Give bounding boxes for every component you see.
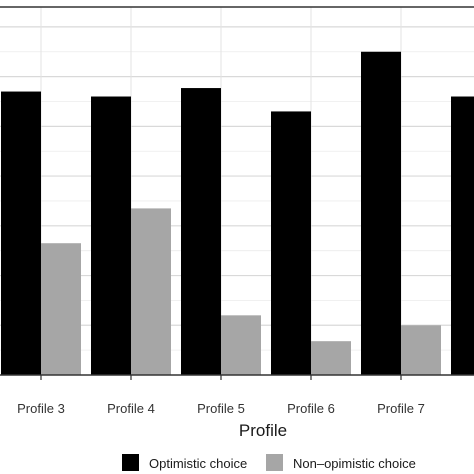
bar-non-optimistic [311, 341, 351, 375]
x-tick-label: Profile 5 [197, 401, 245, 416]
legend-swatch-non-optimistic [266, 454, 283, 471]
bar-non-optimistic [131, 208, 171, 375]
x-axis-title: Profile [239, 421, 287, 440]
legend-swatch-optimistic [122, 454, 139, 471]
bar-optimistic [181, 88, 221, 376]
bar-optimistic [1, 91, 41, 376]
legend-label-non-optimistic: Non–opimistic choice [293, 456, 416, 471]
x-tick-label: Profile 6 [287, 401, 335, 416]
bar-optimistic [361, 51, 401, 376]
bar-optimistic [271, 111, 311, 375]
bar-layer [1, 51, 474, 376]
bar-non-optimistic [401, 325, 441, 375]
legend: Optimistic choice Non–opimistic choice [122, 454, 416, 471]
bar-non-optimistic [221, 315, 261, 375]
x-tick-label: Profile 7 [377, 401, 425, 416]
axis-layer: Profile 3 Profile 4 Profile 5 Profile 6 Prof… [0, 6, 474, 416]
legend-label-optimistic: Optimistic choice [149, 456, 247, 471]
bar-non-optimistic [41, 243, 81, 375]
bar-optimistic [451, 96, 474, 375]
x-tick-label: Profile 4 [107, 401, 155, 416]
bar-optimistic [91, 96, 131, 375]
x-tick-label: Profile 3 [17, 401, 65, 416]
